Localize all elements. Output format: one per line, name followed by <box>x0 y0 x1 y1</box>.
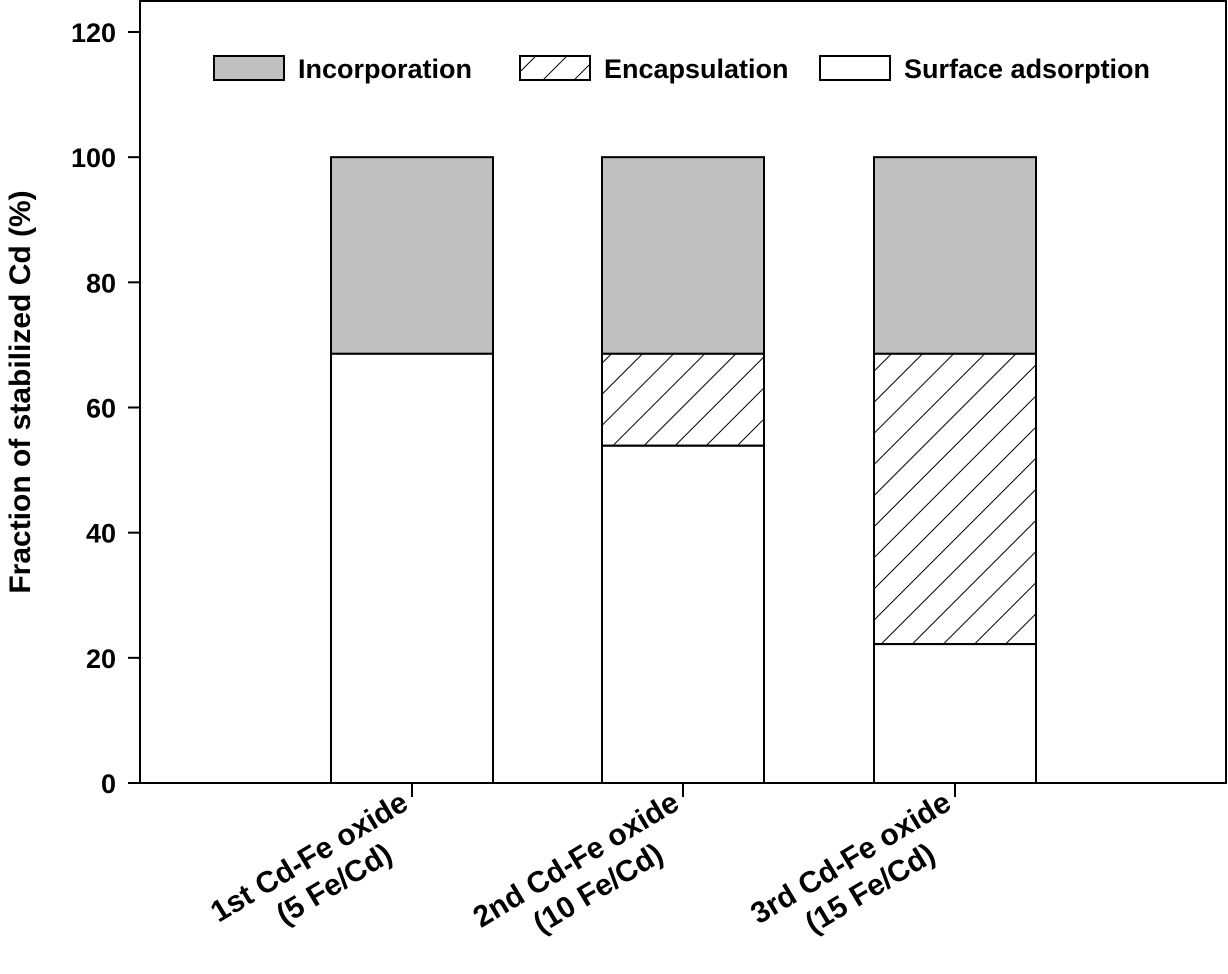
bar-segment-incorporation <box>330 156 494 355</box>
legend-swatch <box>819 55 891 81</box>
x-tick-label: 1st Cd-Fe oxide(5 Fe/Cd) <box>205 786 413 932</box>
y-tick-label: 60 <box>86 394 116 424</box>
y-tick-label: 100 <box>71 143 116 173</box>
bar-segment-surface-adsorption <box>873 643 1037 784</box>
y-tick-label: 120 <box>71 18 116 48</box>
legend-label: Incorporation <box>298 54 472 84</box>
y-tick-label: 0 <box>101 769 116 799</box>
legend-label: Surface adsorption <box>904 54 1150 84</box>
bar-segment-surface-adsorption <box>601 444 765 784</box>
legend-item: Incorporation <box>213 54 472 84</box>
legend-swatch <box>213 55 285 81</box>
y-tick-label: 80 <box>86 268 116 298</box>
y-tick-label: 40 <box>86 519 116 549</box>
legend-swatch <box>519 55 591 81</box>
y-tick-label: 20 <box>86 644 116 674</box>
x-tick-label: 3rd Cd-Fe oxide(15 Fe/Cd) <box>745 786 956 940</box>
legend-item: Surface adsorption <box>819 54 1150 84</box>
legend-item: Encapsulation <box>519 54 789 84</box>
legend-label: Encapsulation <box>604 54 789 84</box>
bar-segment-surface-adsorption <box>330 352 494 784</box>
bar-segment-encapsulation <box>601 352 765 447</box>
bar-segment-incorporation <box>601 156 765 355</box>
bar-segment-encapsulation <box>873 352 1037 646</box>
y-axis-label: Fraction of stabilized Cd (%) <box>4 190 37 593</box>
bar-segment-incorporation <box>873 156 1037 355</box>
x-tick-label: 2nd Cd-Fe oxide(10 Fe/Cd) <box>468 786 685 940</box>
